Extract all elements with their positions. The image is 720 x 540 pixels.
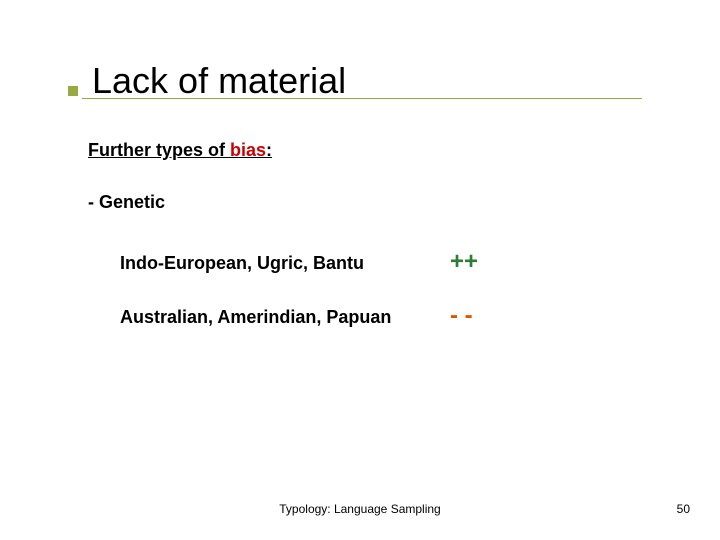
title-rule	[82, 98, 642, 99]
bullet-genetic: - Genetic	[88, 192, 165, 213]
row-label: Australian, Amerindian, Papuan	[120, 307, 450, 328]
symbol-minus: - -	[450, 302, 473, 330]
subtitle: Further types of bias:	[88, 140, 272, 161]
symbol-plus: ++	[450, 248, 478, 276]
subtitle-highlight: bias	[230, 140, 266, 160]
slide-title: Lack of material	[92, 60, 346, 102]
footer-title: Typology: Language Sampling	[0, 502, 720, 516]
row-label: Indo-European, Ugric, Bantu	[120, 253, 450, 274]
row-overrepresented: Indo-European, Ugric, Bantu ++	[120, 248, 478, 276]
slide: Lack of material Further types of bias: …	[0, 0, 720, 540]
subtitle-suffix: :	[266, 140, 272, 160]
subtitle-prefix: Further types of	[88, 140, 230, 160]
title-bullet-icon	[68, 86, 78, 96]
title-block: Lack of material	[68, 60, 346, 102]
page-number: 50	[677, 502, 690, 516]
row-underrepresented: Australian, Amerindian, Papuan - -	[120, 302, 473, 330]
